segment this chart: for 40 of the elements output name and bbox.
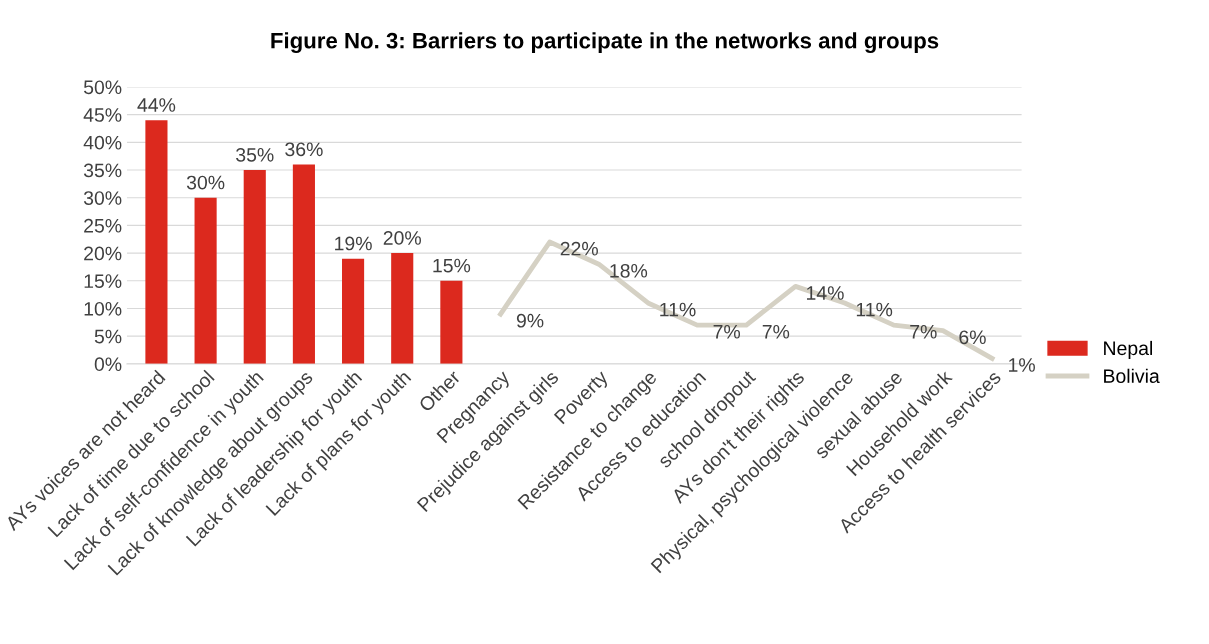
legend-label: Nepal bbox=[1104, 340, 1152, 359]
data-label: 7% bbox=[910, 324, 937, 339]
data-label: 1% bbox=[1009, 358, 1035, 372]
data-label: 19% bbox=[335, 236, 372, 251]
data-label: 20% bbox=[383, 231, 421, 245]
y-tick-label: 20% bbox=[84, 246, 122, 261]
bar bbox=[145, 120, 168, 364]
data-label: 14% bbox=[807, 286, 844, 300]
data-label: 15% bbox=[433, 258, 471, 273]
bar bbox=[292, 164, 315, 364]
data-label: 36% bbox=[285, 142, 323, 157]
bar bbox=[391, 253, 414, 364]
y-tick-label: 15% bbox=[84, 274, 122, 289]
y-tick-label: 10% bbox=[84, 301, 122, 316]
data-label: 9% bbox=[516, 313, 544, 328]
y-tick-label: 0% bbox=[94, 357, 122, 372]
y-tick-label: 45% bbox=[83, 108, 122, 122]
data-label: 18% bbox=[610, 263, 648, 278]
legend-label: Bolivia bbox=[1104, 368, 1160, 383]
bar bbox=[243, 170, 266, 364]
chart-title: Figure No. 3: Barriers to participate in the networks and groups bbox=[271, 32, 939, 54]
bar bbox=[194, 197, 217, 364]
line-series bbox=[498, 239, 995, 361]
data-label: 7% bbox=[713, 324, 741, 339]
data-label: 11% bbox=[660, 302, 696, 317]
data-label: 11% bbox=[856, 302, 893, 317]
y-tick-label: 5% bbox=[94, 329, 122, 344]
y-tick-label: 35% bbox=[83, 163, 122, 178]
data-label: 7% bbox=[762, 324, 790, 339]
bar bbox=[440, 280, 463, 364]
y-tick-label: 40% bbox=[83, 135, 122, 150]
data-label: 44% bbox=[137, 98, 176, 112]
y-tick-label: 50% bbox=[83, 80, 122, 95]
y-tick-label: 30% bbox=[83, 191, 122, 205]
data-label: 35% bbox=[236, 147, 274, 162]
bar bbox=[342, 258, 365, 364]
data-label: 22% bbox=[560, 241, 598, 256]
data-label: 30% bbox=[186, 175, 225, 190]
data-label: 6% bbox=[959, 330, 986, 345]
y-tick-label: 25% bbox=[84, 218, 122, 233]
